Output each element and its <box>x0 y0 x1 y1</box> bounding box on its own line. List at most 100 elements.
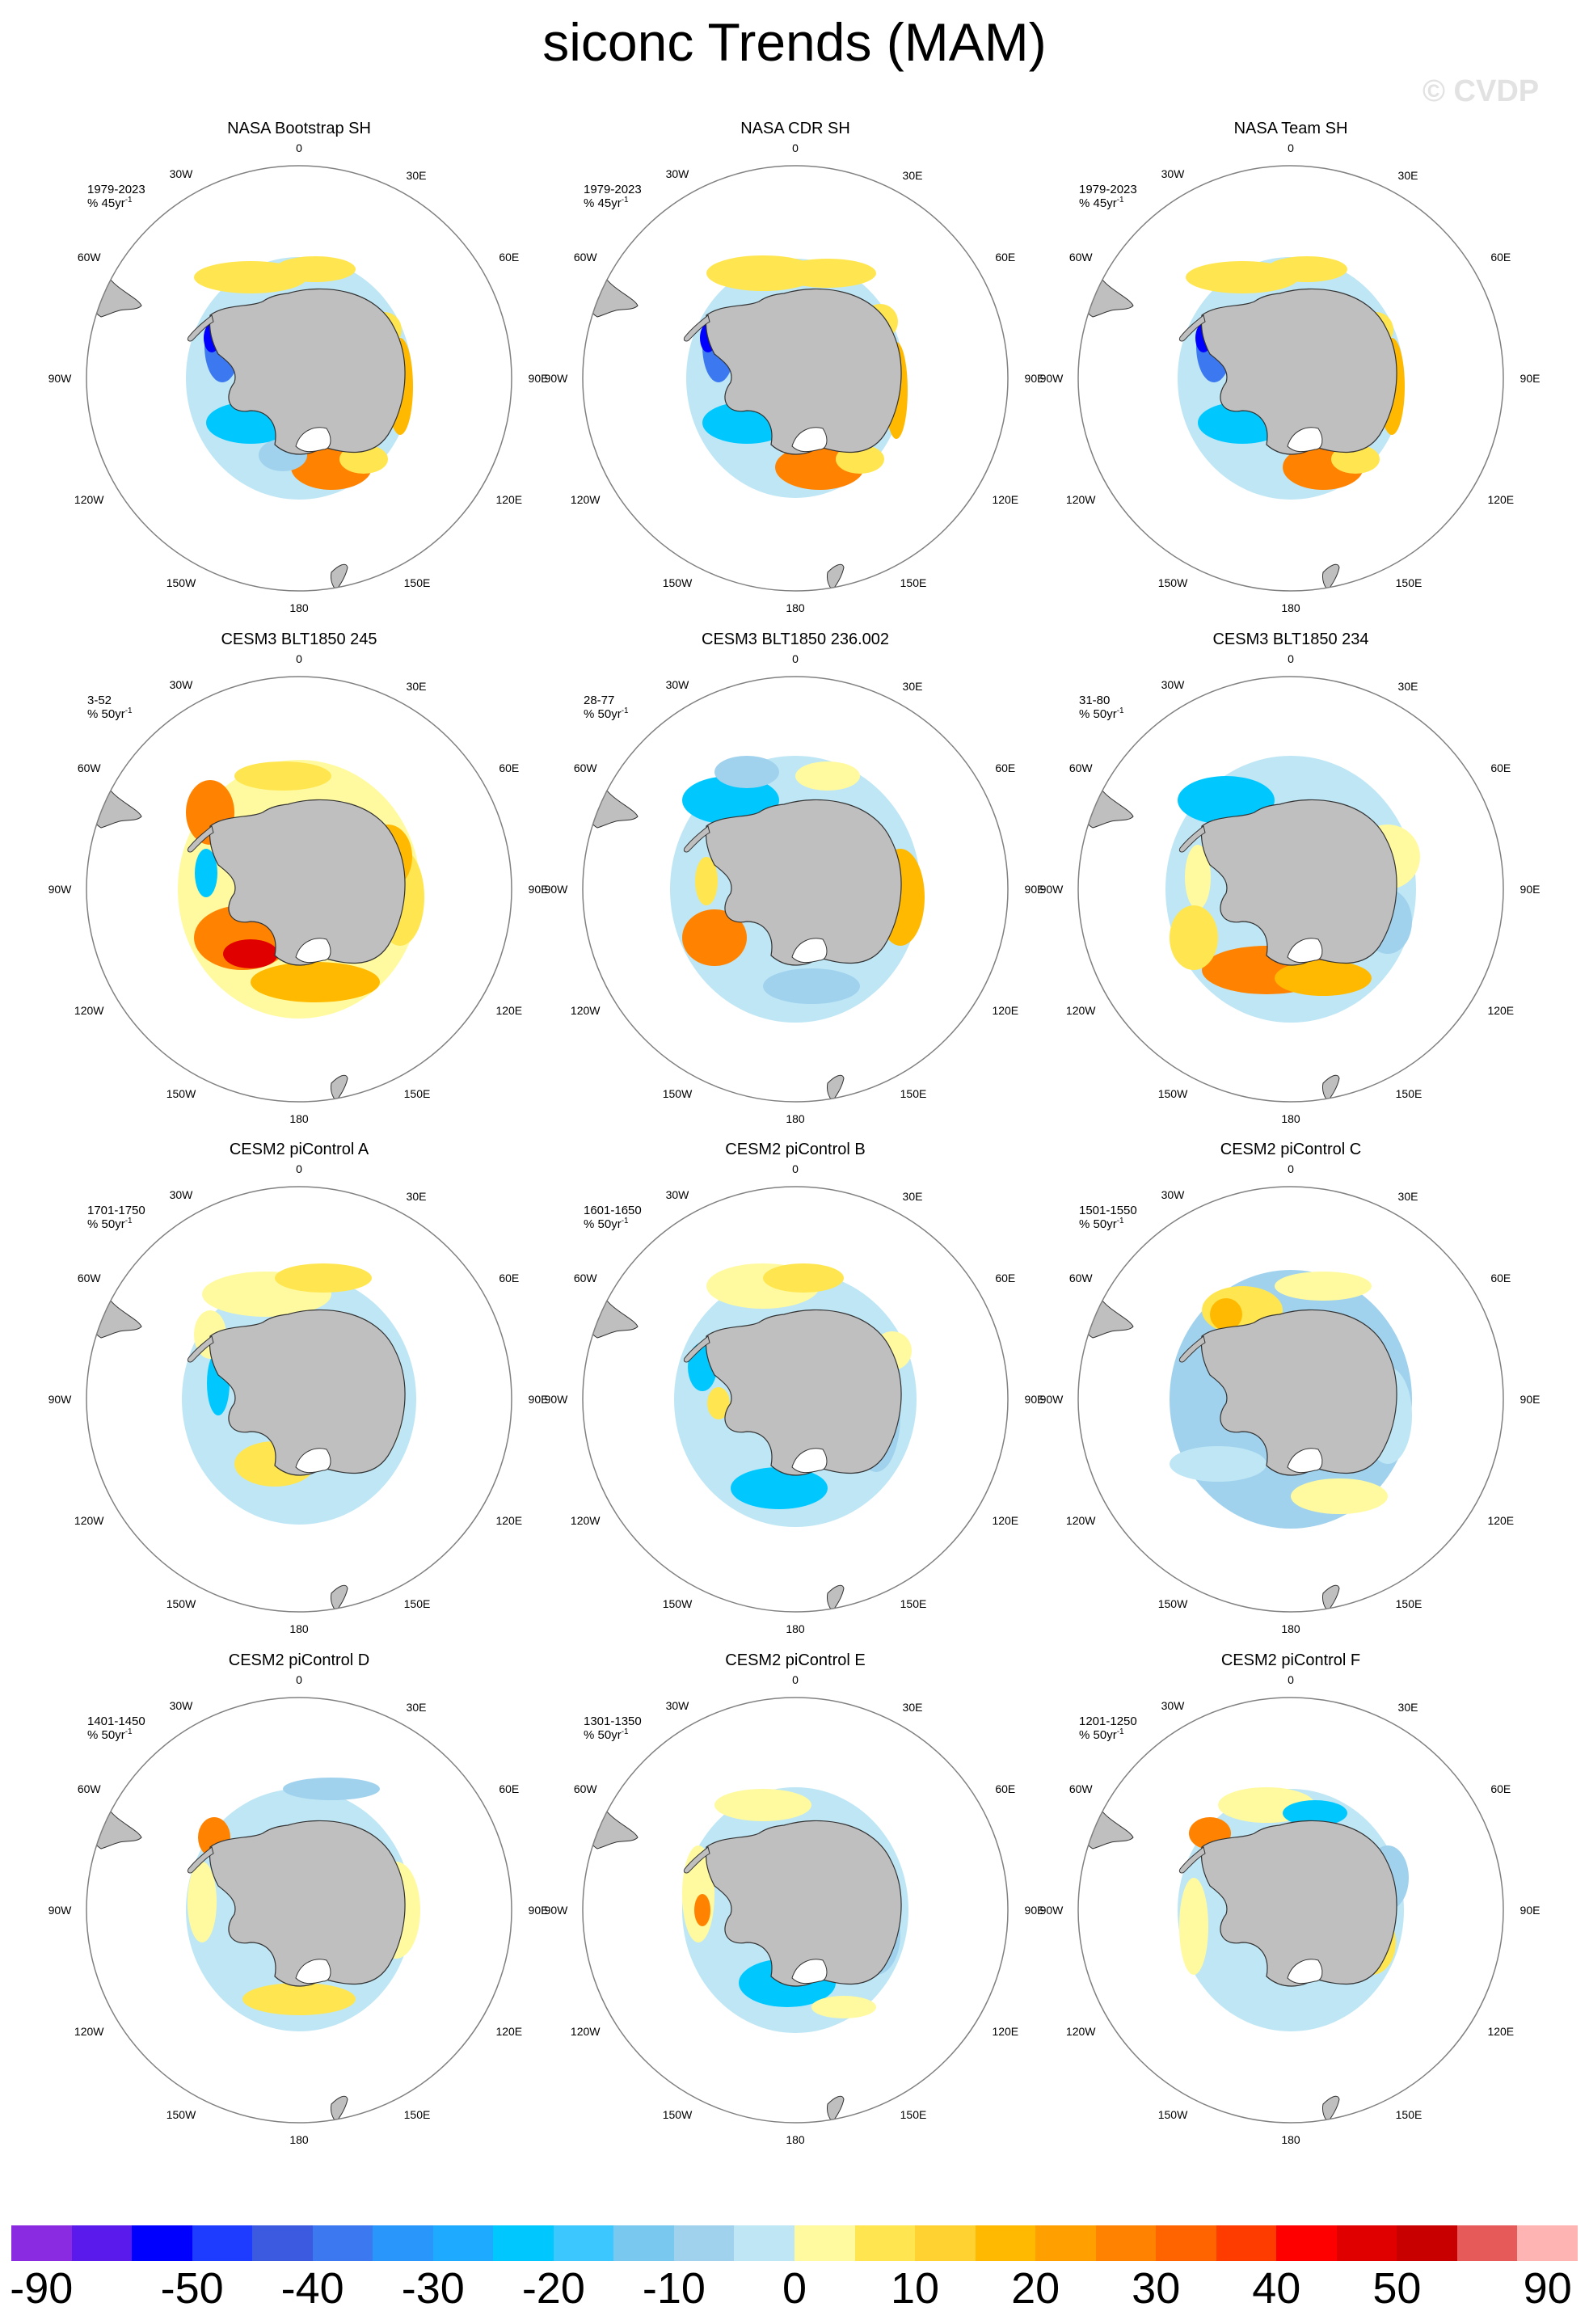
trend-anomaly <box>188 1862 217 1942</box>
longitude-label: 120W <box>74 1514 104 1527</box>
trend-anomaly <box>682 909 747 966</box>
longitude-label: 90E <box>1025 1904 1045 1917</box>
colorbar-swatch <box>553 2225 614 2261</box>
longitude-label: 180 <box>1281 1622 1300 1635</box>
longitude-label: 90W <box>1040 1393 1064 1406</box>
new-zealand <box>1322 1074 1340 1102</box>
longitude-label: 180 <box>289 1622 309 1635</box>
colorbar-label: -90 <box>10 2264 74 2313</box>
longitude-label: 60E <box>995 251 1015 264</box>
map-frame <box>86 676 512 1103</box>
longitude-label: 90E <box>1025 883 1045 896</box>
longitude-label: 0 <box>792 141 799 154</box>
longitude-label: 90E <box>529 1904 549 1917</box>
longitude-label: 180 <box>289 2133 309 2146</box>
trend-anomaly <box>1178 776 1275 825</box>
map-frame <box>86 1186 512 1613</box>
longitude-label: 180 <box>1281 1112 1300 1125</box>
map-panel: 0 30E 60E 90E 120E 150E 180 150W 120W 90W 60W 30W CE… <box>48 631 549 1125</box>
longitude-label: 60W <box>574 761 598 774</box>
antarctica-landmass <box>1200 288 1397 455</box>
longitude-label: 150E <box>900 2108 927 2121</box>
longitude-label: 90W <box>48 1393 73 1406</box>
longitude-label: 150E <box>1396 576 1423 589</box>
colorbar-swatch <box>11 2225 73 2261</box>
longitude-label: 60W <box>1069 1272 1094 1284</box>
antarctica-landmass <box>705 799 902 966</box>
longitude-label: 120E <box>1487 493 1514 506</box>
longitude-label: 30W <box>170 1699 194 1712</box>
map-panel: 0 30E 60E 90E 120E 150E 180 150W 120W 90W 60W 30W CE… <box>48 1651 549 2146</box>
longitude-label: 0 <box>1288 1162 1294 1175</box>
colorbar-swatch <box>613 2225 675 2261</box>
longitude-label: 90E <box>1025 1393 1045 1406</box>
south-america-tip <box>1081 1807 1134 1849</box>
map-panel: 0 30E 60E 90E 120E 150E 180 150W 120W 90W 60W 30W NA… <box>545 120 1045 614</box>
map-frame <box>1077 165 1504 592</box>
longitude-label: 60W <box>574 251 598 264</box>
new-zealand <box>331 563 348 591</box>
longitude-label: 30E <box>903 1190 923 1203</box>
longitude-label: 150W <box>166 2108 196 2121</box>
longitude-label: 150W <box>166 1087 196 1100</box>
ice-shelf <box>295 1959 331 1984</box>
colorbar-swatch <box>1276 2225 1338 2261</box>
longitude-label: 30E <box>903 680 923 693</box>
colorbar-label: 20 <box>1011 2264 1060 2313</box>
map-panel: 0 30E 60E 90E 120E 150E 180 150W 120W 90W 60W 30W CE… <box>48 1141 549 1635</box>
period-label: 1979-2023 <box>87 183 145 196</box>
trend-anomaly <box>234 761 331 791</box>
south-america-tip <box>90 787 142 829</box>
longitude-label: 90E <box>1520 1393 1541 1406</box>
colorbar-label: 90 <box>1523 2264 1572 2313</box>
trend-anomaly <box>1283 1800 1347 1826</box>
longitude-label: 150W <box>1158 576 1188 589</box>
longitude-label: 60W <box>1069 251 1094 264</box>
panel-title: CESM2 piControl B <box>725 1141 865 1158</box>
longitude-label: 120W <box>571 1004 601 1017</box>
longitude-label: 90E <box>1025 372 1045 385</box>
south-america-tip <box>586 276 639 318</box>
ice-shelf <box>295 938 331 964</box>
antarctica-landmass <box>209 288 406 455</box>
period-label: 1601-1650 <box>584 1204 642 1217</box>
ice-shelf <box>295 1448 331 1474</box>
units-label: % 50yr-1 <box>87 706 133 721</box>
trend-anomaly <box>242 1983 356 2015</box>
map-frame <box>86 165 512 592</box>
colorbar-label: 0 <box>782 2264 807 2313</box>
longitude-label: 30W <box>1161 678 1186 691</box>
units-label: % 50yr-1 <box>87 1727 133 1742</box>
panel-title: CESM2 piControl C <box>1220 1141 1362 1158</box>
colorbar-swatch <box>1156 2225 1217 2261</box>
trend-anomaly <box>1275 960 1372 996</box>
trend-anomaly <box>283 1778 380 1800</box>
longitude-label: 150E <box>1396 2108 1423 2121</box>
longitude-label: 30W <box>170 678 194 691</box>
longitude-label: 60E <box>499 761 519 774</box>
longitude-label: 30E <box>407 169 427 182</box>
antarctica-landmass <box>1200 1820 1397 1987</box>
panel-title: CESM3 BLT1850 236.002 <box>702 631 889 648</box>
antarctica-landmass <box>1200 1309 1397 1476</box>
units-label: % 50yr-1 <box>584 706 629 721</box>
trend-anomaly <box>1275 1272 1372 1301</box>
colorbar-label: 50 <box>1372 2264 1422 2313</box>
longitude-label: 60E <box>1490 761 1511 774</box>
longitude-label: 0 <box>1288 652 1294 665</box>
colorbar-label: -30 <box>401 2264 465 2313</box>
trend-anomaly <box>1179 1878 1208 1975</box>
colorbar-swatch <box>794 2225 856 2261</box>
antarctic-peninsula <box>187 1335 214 1363</box>
antarctic-peninsula <box>1178 1335 1206 1363</box>
colorbar-label: -40 <box>280 2264 344 2313</box>
antarctic-peninsula <box>683 1335 710 1363</box>
south-america-tip <box>90 1807 142 1849</box>
antarctica-landmass <box>705 1309 902 1476</box>
longitude-label: 0 <box>296 141 302 154</box>
longitude-label: 150E <box>404 1087 431 1100</box>
units-label: % 50yr-1 <box>1079 1217 1124 1231</box>
longitude-label: 150W <box>1158 1597 1188 1610</box>
south-america-tip <box>1081 1297 1134 1339</box>
units-label: % 45yr-1 <box>87 196 133 210</box>
